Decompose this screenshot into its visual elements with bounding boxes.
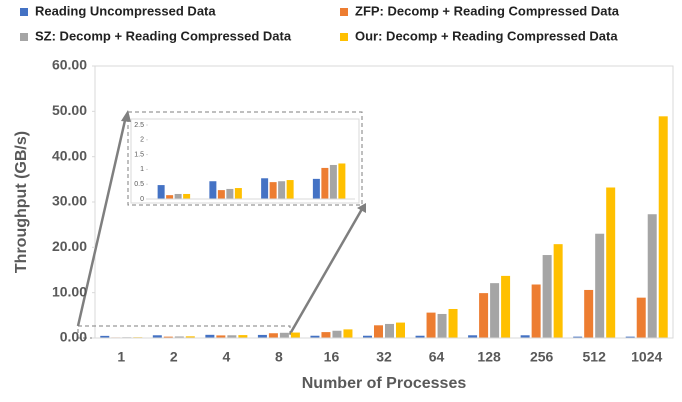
bar bbox=[437, 313, 447, 338]
inset-bar bbox=[174, 193, 182, 199]
bar bbox=[152, 335, 162, 338]
inset-bar bbox=[166, 195, 174, 199]
bar bbox=[584, 289, 594, 338]
bar bbox=[573, 336, 583, 338]
y-tick-label: 20.00 bbox=[52, 238, 87, 254]
x-axis-title: Number of Processes bbox=[302, 375, 467, 392]
bar bbox=[426, 312, 436, 338]
inset-y-tick-label: 2 bbox=[140, 137, 144, 144]
bar bbox=[257, 334, 267, 338]
legend-swatch bbox=[20, 8, 28, 16]
bar bbox=[490, 283, 500, 338]
inset-bar bbox=[321, 167, 329, 199]
bar bbox=[238, 335, 248, 338]
legend-swatch bbox=[340, 8, 348, 16]
inset-bar bbox=[261, 178, 269, 199]
bar bbox=[100, 335, 110, 338]
y-tick-label: 0.00 bbox=[60, 329, 87, 345]
bar bbox=[174, 336, 184, 338]
x-tick-label: 8 bbox=[275, 349, 283, 365]
bar bbox=[227, 335, 237, 338]
x-tick-label: 4 bbox=[222, 349, 230, 365]
inset-y-tick-label: 0 bbox=[140, 196, 144, 203]
inset-bar bbox=[312, 178, 320, 199]
inset-bar bbox=[226, 188, 234, 199]
arrow-head bbox=[121, 110, 131, 122]
y-tick-label: 40.00 bbox=[52, 147, 87, 163]
bar bbox=[321, 332, 331, 338]
arrow-head bbox=[357, 203, 366, 213]
x-tick-label: 1 bbox=[117, 349, 125, 365]
bar bbox=[606, 187, 616, 338]
bar bbox=[310, 335, 320, 338]
legend-label: Reading Uncompressed Data bbox=[35, 3, 216, 18]
inset-y-tick-label: 2.5 bbox=[134, 122, 144, 129]
y-tick-label: 10.00 bbox=[52, 283, 87, 299]
zoom-arrow bbox=[288, 208, 364, 335]
bar bbox=[448, 308, 458, 338]
bar bbox=[363, 335, 372, 338]
bar bbox=[468, 335, 478, 338]
inset-bar bbox=[338, 163, 346, 199]
x-tick-label: 64 bbox=[429, 349, 445, 365]
inset-bar bbox=[157, 185, 165, 199]
bar bbox=[374, 325, 383, 338]
y-tick-label: 60.00 bbox=[52, 57, 87, 73]
bar bbox=[415, 335, 425, 338]
inset-y-tick-label: 1.5 bbox=[134, 151, 144, 158]
bar bbox=[290, 332, 300, 338]
bar bbox=[531, 284, 541, 338]
bar bbox=[279, 332, 289, 338]
legend-label: Our: Decomp + Reading Compressed Data bbox=[355, 28, 618, 43]
legend-swatch bbox=[20, 33, 28, 41]
inset-y-tick-label: 1 bbox=[140, 166, 144, 173]
y-tick-label: 50.00 bbox=[52, 102, 87, 118]
bar bbox=[216, 335, 226, 338]
bar bbox=[268, 333, 278, 338]
inset-bar bbox=[217, 190, 225, 199]
bar bbox=[396, 322, 405, 338]
x-tick-label: 2 bbox=[170, 349, 178, 365]
bar bbox=[542, 255, 552, 338]
inset-frame bbox=[130, 118, 360, 204]
bar bbox=[332, 330, 342, 338]
bar bbox=[647, 214, 657, 338]
inset-bar bbox=[286, 180, 294, 199]
zoom-arrow bbox=[76, 115, 128, 327]
bar bbox=[343, 329, 353, 338]
inset-bar bbox=[183, 193, 191, 199]
bar bbox=[658, 116, 668, 338]
x-tick-label: 128 bbox=[477, 349, 501, 365]
bar bbox=[163, 336, 173, 338]
bar bbox=[205, 334, 215, 338]
x-tick-label: 256 bbox=[530, 349, 554, 365]
x-tick-label: 16 bbox=[324, 349, 340, 365]
bar bbox=[553, 244, 563, 338]
inset-bar bbox=[209, 181, 217, 199]
legend-swatch bbox=[340, 33, 348, 41]
x-tick-label: 1024 bbox=[631, 349, 662, 365]
bar bbox=[595, 233, 605, 338]
x-tick-label: 32 bbox=[376, 349, 392, 365]
bar bbox=[636, 297, 646, 338]
bar bbox=[185, 336, 195, 338]
inset-y-tick-label: 0.5 bbox=[134, 181, 144, 188]
inset-bar bbox=[269, 182, 277, 199]
inset-bar bbox=[329, 164, 337, 199]
inset-bar bbox=[278, 181, 286, 199]
bar bbox=[385, 323, 394, 338]
bar bbox=[501, 275, 511, 338]
x-tick-label: 512 bbox=[583, 349, 607, 365]
legend-label: SZ: Decomp + Reading Compressed Data bbox=[35, 28, 292, 43]
y-axis-title: Throughput (GB/s) bbox=[13, 131, 30, 273]
legend-label: ZFP: Decomp + Reading Compressed Data bbox=[355, 3, 620, 18]
bar bbox=[625, 336, 635, 338]
inset-bar bbox=[234, 188, 242, 199]
bar bbox=[479, 293, 489, 338]
y-tick-label: 30.00 bbox=[52, 193, 87, 209]
bar bbox=[520, 335, 530, 338]
